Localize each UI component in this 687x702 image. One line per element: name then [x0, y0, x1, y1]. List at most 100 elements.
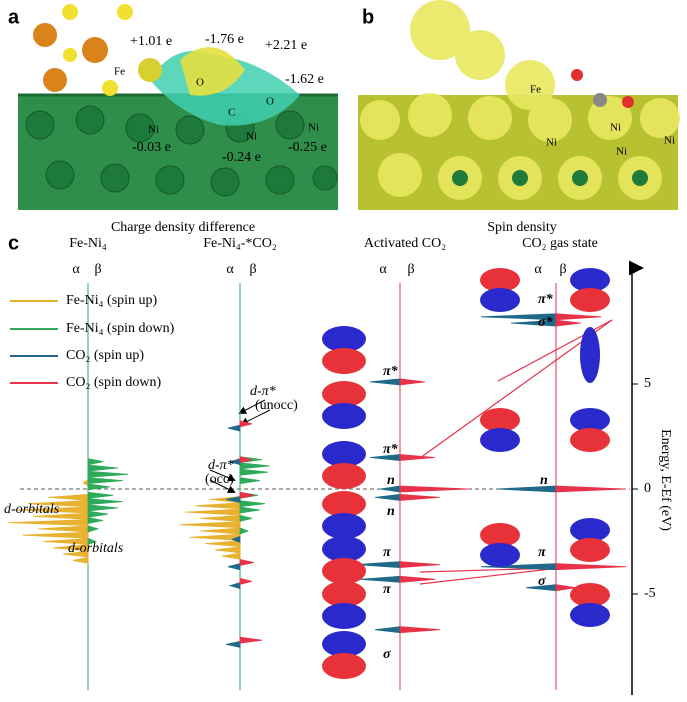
dos-peak [239, 468, 269, 476]
dos-peak [194, 502, 241, 510]
dos-peak [204, 540, 241, 548]
dos-peak [239, 456, 253, 464]
orbital-lobe [570, 288, 610, 312]
atom-label: Ni [246, 131, 257, 143]
dos-peak [87, 504, 119, 512]
dos-peak [221, 552, 241, 560]
charge-label: -0.24 e [222, 150, 261, 165]
dos-peak [214, 546, 241, 554]
dos-peak [369, 378, 401, 386]
atom-label: O [196, 77, 204, 89]
panel-b-image [358, 0, 680, 210]
charge-label: -1.62 e [285, 72, 324, 87]
orbital-lobe [570, 428, 610, 452]
orbital-label: σ* [538, 315, 554, 330]
dos-peak [399, 575, 436, 583]
dos-peak [225, 496, 241, 503]
dos-peak [239, 636, 263, 644]
orbital-lobe [322, 536, 366, 562]
atom-label: O [266, 96, 274, 108]
atom-label: Fe [114, 66, 125, 78]
dos-peak [239, 559, 255, 566]
orbital-label: σ [538, 574, 546, 589]
orbital-lobe [322, 491, 366, 517]
orbital-lobe [322, 603, 366, 629]
column-title: Fe-Ni₄-*CO₂ [203, 236, 277, 251]
dos-peak [82, 478, 89, 487]
annotation: d-π* [250, 384, 276, 399]
orbital-lobe [570, 518, 610, 542]
spin-label: α [379, 262, 387, 277]
annotation: d-orbitals [68, 541, 124, 556]
atom-label: Ni [308, 122, 319, 134]
dos-peak [227, 563, 241, 571]
dos-peak [179, 521, 241, 529]
y-axis-label: Energy, E-Ef (eV) [658, 429, 673, 531]
panel-a-image [18, 0, 338, 210]
dos-peak [87, 498, 124, 506]
dos-peak [184, 508, 241, 516]
y-tick-label: 0 [644, 481, 651, 496]
orbital-label: n [387, 504, 395, 519]
orbital-lobe [570, 583, 610, 607]
atom-label: Fe [530, 84, 541, 96]
charge-label: -0.25 e [288, 140, 327, 155]
orbital-lobe [322, 326, 366, 352]
spin-label: α [534, 262, 542, 277]
charge-label: -1.76 e [205, 32, 244, 47]
orbital-lobe [570, 408, 610, 432]
orbital-label: σ [383, 647, 391, 662]
spin-label: β [559, 262, 566, 277]
dos-peak [239, 500, 266, 508]
column-title: CO₂ gas state [522, 236, 598, 251]
orbital-label: π [383, 545, 391, 560]
dos-peak [87, 458, 104, 466]
spin-label: α [72, 262, 80, 277]
orbital-label: π* [383, 442, 399, 457]
orbital-label: π [538, 545, 546, 560]
dos-peak [555, 485, 627, 493]
dos-peak [399, 626, 441, 634]
dos-peak [87, 525, 100, 533]
dos-peak [239, 477, 261, 485]
dos-peak [47, 493, 89, 501]
orbital-lobe [322, 653, 366, 679]
dos-peak [555, 584, 577, 592]
dos-peak [239, 462, 271, 470]
atom-label: C [228, 107, 235, 119]
dos-peak [239, 420, 253, 428]
dos-peak [399, 378, 426, 386]
orbital-lobe [580, 327, 600, 383]
atom-label: Ni [546, 137, 557, 149]
charge-label: +2.21 e [265, 38, 307, 53]
dos-peak [399, 493, 441, 501]
orbital-lobe [480, 268, 520, 292]
orbital-label: π* [383, 364, 399, 379]
orbital-label: π* [538, 292, 554, 307]
dos-peak [374, 493, 401, 501]
annotation: (unocc) [255, 398, 298, 413]
dos-peak [7, 519, 89, 527]
atom-label: Ni [616, 146, 627, 158]
orbital-lobe [480, 288, 520, 312]
caption: Spin density [487, 220, 557, 235]
orbital-lobe [570, 268, 610, 292]
legend-label: Fe-Ni₄ (spin down) [66, 321, 175, 336]
dos-peak [555, 313, 602, 321]
dos-peak [359, 575, 401, 583]
legend-label: CO₂ (spin up) [66, 348, 144, 363]
dos-peak [87, 537, 98, 546]
dos-peak [555, 319, 582, 327]
orbital-lobe [322, 441, 366, 467]
dos-peak [87, 477, 124, 485]
orbital-label: n [387, 473, 395, 488]
dos-peak [239, 577, 253, 585]
orbital-lobe [570, 603, 610, 627]
orbital-lobe [480, 523, 520, 547]
dos-peak [399, 485, 471, 493]
orbital-label: π [383, 582, 391, 597]
atom-label: Ni [664, 135, 675, 147]
annotation: (occ) [205, 472, 234, 487]
dos-peak [230, 535, 241, 543]
dos-peak [87, 483, 111, 491]
